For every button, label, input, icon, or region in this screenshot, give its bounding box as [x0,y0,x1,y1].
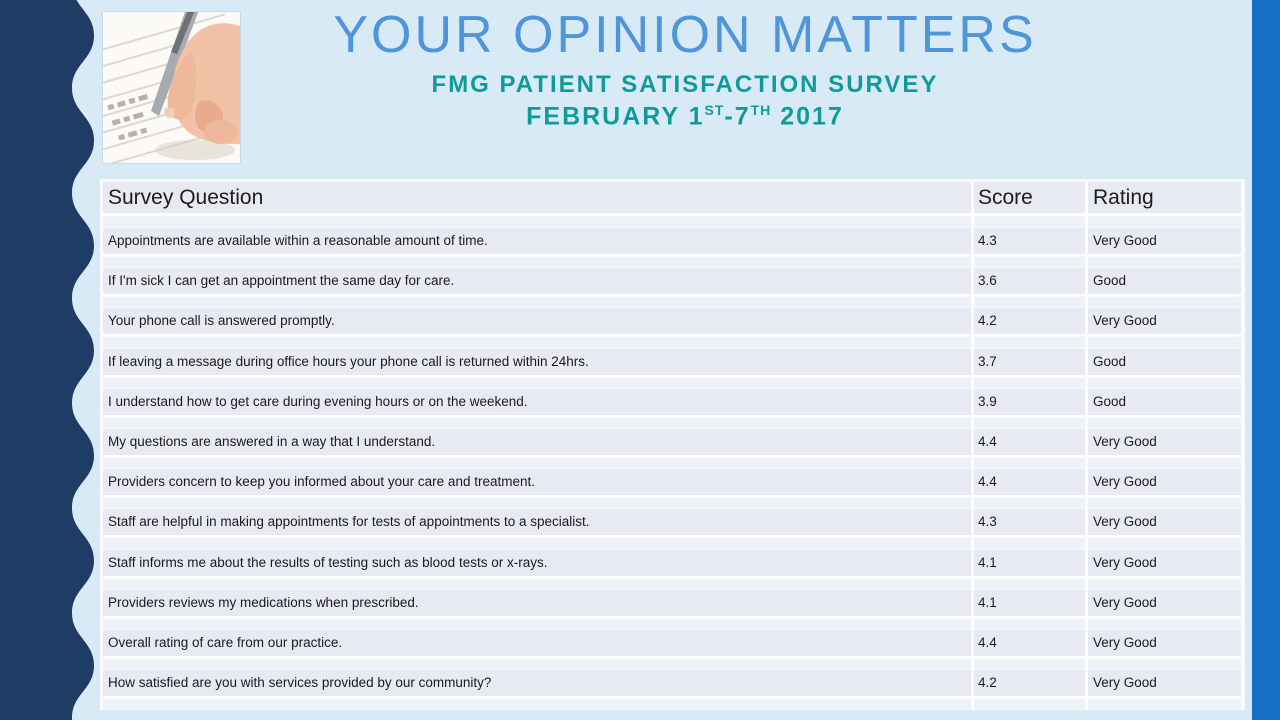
question-cell: I understand how to get care during even… [108,393,528,409]
rating-cell: Very Good [1085,509,1241,550]
column-header-score: Score [971,182,1085,228]
slide-subtitle: FMG PATIENT SATISFACTION SURVEY [431,71,939,98]
question-cell: If I'm sick I can get an appointment the… [108,273,455,289]
table-row: My questions are answered in a way that … [103,428,1241,470]
question-cell: Overall rating of care from our practice… [108,634,343,650]
rating-cell: Good [1085,388,1241,429]
date-ordinal-th: TH [750,102,772,118]
score-cell: 4.2 [971,308,1085,349]
question-cell: Providers reviews my medications when pr… [108,594,419,610]
score-cell: 4.4 [971,428,1085,470]
table-row: How satisfied are you with services prov… [103,670,1241,711]
slide-header: YOUR OPINION MATTERS FMG PATIENT SATISFA… [240,4,1130,131]
table-row: Appointments are available within a reas… [103,228,1241,269]
score-cell: 4.3 [971,509,1085,550]
rating-cell: Very Good [1085,428,1241,470]
question-cell: Your phone call is answered promptly. [108,313,335,329]
right-accent-bar [1252,0,1280,720]
score-cell: 3.6 [971,268,1085,309]
survey-table: Survey Question Score Rating Appointment… [100,179,1245,711]
score-cell: 3.9 [971,388,1085,429]
score-cell: 4.3 [971,228,1085,269]
rating-cell: Good [1085,268,1241,309]
rating-cell: Very Good [1085,629,1241,671]
question-cell: Appointments are available within a reas… [108,233,488,248]
date-range-dash-day: -7 [724,102,751,131]
date-month-day: FEBRUARY 1 [526,102,705,131]
date-ordinal-st: ST [704,102,725,118]
rating-cell: Very Good [1085,228,1241,269]
rating-cell: Very Good [1085,469,1241,510]
question-cell: If leaving a message during office hours… [108,353,589,369]
table-row: Overall rating of care from our practice… [103,629,1241,671]
slide-dateline: FEBRUARY 1ST-7TH 2017 [240,102,1130,131]
slide-title: YOUR OPINION MATTERS [333,6,1037,64]
rating-cell: Good [1085,348,1241,389]
table-row: Staff informs me about the results of te… [103,549,1241,590]
question-cell: How satisfied are you with services prov… [108,675,492,691]
table-row: Providers concern to keep you informed a… [103,469,1241,510]
date-year: 2017 [771,102,844,131]
table-row: If leaving a message during office hours… [103,348,1241,389]
score-cell: 4.4 [971,629,1085,671]
question-cell: Staff informs me about the results of te… [108,554,548,570]
left-wave-shape [0,0,94,720]
table-row: If I'm sick I can get an appointment the… [103,268,1241,309]
column-header-question: Survey Question [108,186,264,209]
question-cell: Providers concern to keep you informed a… [108,474,535,490]
table-body: Appointments are available within a reas… [103,228,1241,711]
table-row: Your phone call is answered promptly. 4.… [103,308,1241,349]
rating-cell: Very Good [1085,308,1241,349]
rating-cell: Very Good [1085,589,1241,630]
table-header-row: Survey Question Score Rating [103,182,1241,228]
score-cell: 4.4 [971,469,1085,510]
score-cell: 4.1 [971,589,1085,630]
hand-writing-icon [103,12,240,163]
score-cell: 4.1 [971,549,1085,590]
score-cell: 4.2 [971,670,1085,711]
table-row: Providers reviews my medications when pr… [103,589,1241,630]
rating-cell: Very Good [1085,670,1241,711]
question-cell: Staff are helpful in making appointments… [108,514,590,530]
score-cell: 3.7 [971,348,1085,389]
column-header-rating: Rating [1085,182,1241,228]
table-row: I understand how to get care during even… [103,388,1241,429]
survey-photo [103,12,240,163]
question-cell: My questions are answered in a way that … [108,433,436,449]
rating-cell: Very Good [1085,549,1241,590]
table-row: Staff are helpful in making appointments… [103,509,1241,550]
